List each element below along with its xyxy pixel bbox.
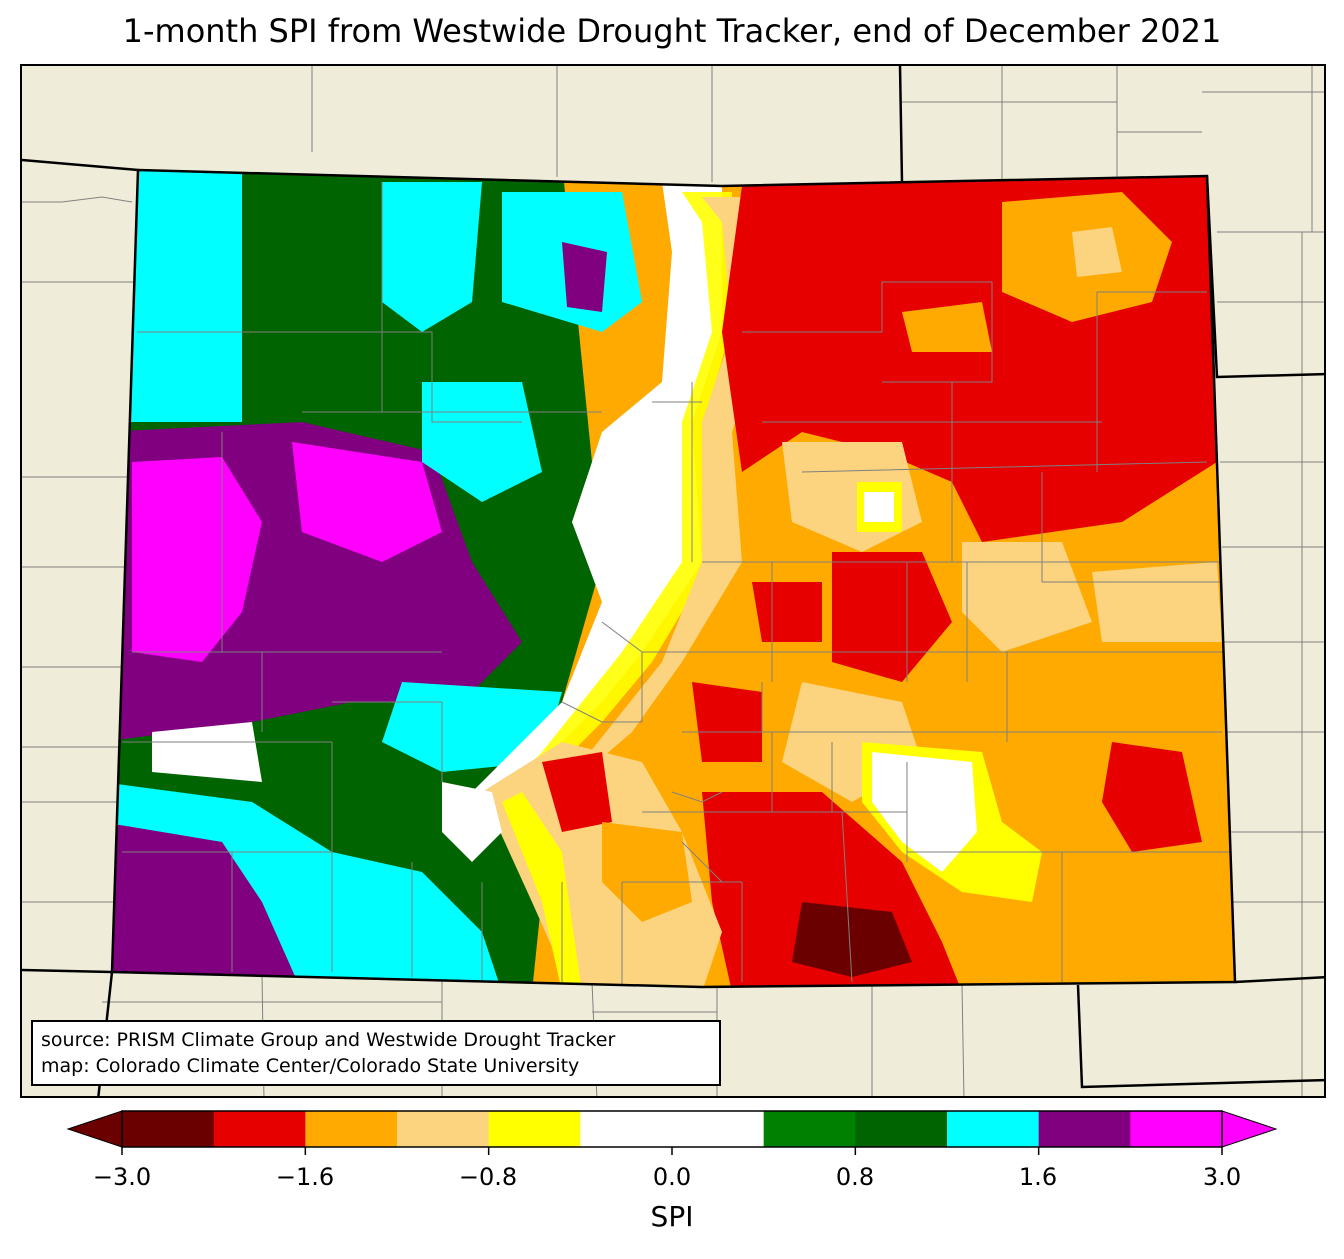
colorbar-tick-label: 3.0 — [1202, 1163, 1242, 1191]
map-area — [20, 64, 1326, 1098]
colorbar-ticks — [121, 1147, 1223, 1155]
source-line: source: PRISM Climate Group and Westwide… — [41, 1029, 616, 1051]
colorbar-over-arrow — [1221, 1110, 1278, 1148]
colorbar-under-arrow — [66, 1110, 123, 1148]
colorado-county-lines — [122, 182, 1232, 987]
colorbar-tick-label: 1.6 — [1018, 1163, 1058, 1191]
colorbar-tick-label: −1.6 — [275, 1163, 335, 1191]
colorbar-segment — [213, 1111, 306, 1147]
colorbar-segment — [672, 1111, 765, 1147]
colorbar-segment — [397, 1111, 490, 1147]
colorbar-label: SPI — [650, 1200, 694, 1233]
colorbar — [66, 1110, 1278, 1155]
colorbar-segment — [122, 1111, 215, 1147]
colorbar-segment — [305, 1111, 398, 1147]
colorbar-segment — [1130, 1111, 1223, 1147]
colorado-outline — [110, 168, 1237, 989]
colorbar-segment — [763, 1111, 856, 1147]
map-title: 1-month SPI from Westwide Drought Tracke… — [122, 12, 1222, 50]
source-box: source: PRISM Climate Group and Westwide… — [31, 1020, 721, 1086]
colorbar-segment — [855, 1111, 948, 1147]
spi-map — [22, 66, 1324, 1096]
colorbar-tick-label: −0.8 — [458, 1163, 518, 1191]
map-credit-line: map: Colorado Climate Center/Colorado St… — [41, 1055, 580, 1077]
colorbar-tick-label: 0.8 — [835, 1163, 875, 1191]
spi-field — [112, 170, 1235, 987]
colorbar-tick-label: −3.0 — [92, 1163, 152, 1191]
colorbar-segment — [580, 1111, 673, 1147]
colorbar-tick-label: 0.0 — [652, 1163, 692, 1191]
colorbar-segment — [1038, 1111, 1131, 1147]
colorbar-segment — [488, 1111, 581, 1147]
colorbar-segments — [122, 1111, 1223, 1147]
colorbar-segment — [947, 1111, 1040, 1147]
